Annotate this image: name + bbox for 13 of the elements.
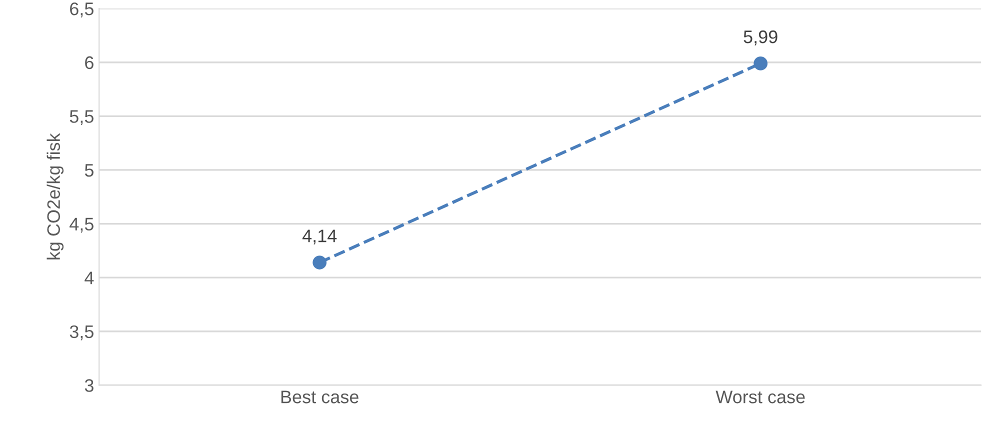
y-axis-title: kg CO2e/kg fisk (46, 133, 64, 260)
y-tick-label: 6 (85, 56, 94, 70)
data-label: 5,99 (744, 30, 778, 46)
y-tick-label: 4 (84, 272, 94, 284)
y-tick-label: 5 (84, 164, 94, 177)
y-tick-label: 4,5 (70, 218, 94, 233)
y-tick-label: 3,5 (70, 325, 94, 340)
data-label: 4,14 (302, 230, 337, 244)
y-tick-label: 5,5 (70, 110, 94, 126)
x-tick-label: Worst case (716, 390, 805, 404)
y-tick-label: 6,5 (70, 2, 94, 18)
x-tick-label: Best case (281, 390, 358, 404)
y-tick-label: 3 (84, 379, 94, 392)
